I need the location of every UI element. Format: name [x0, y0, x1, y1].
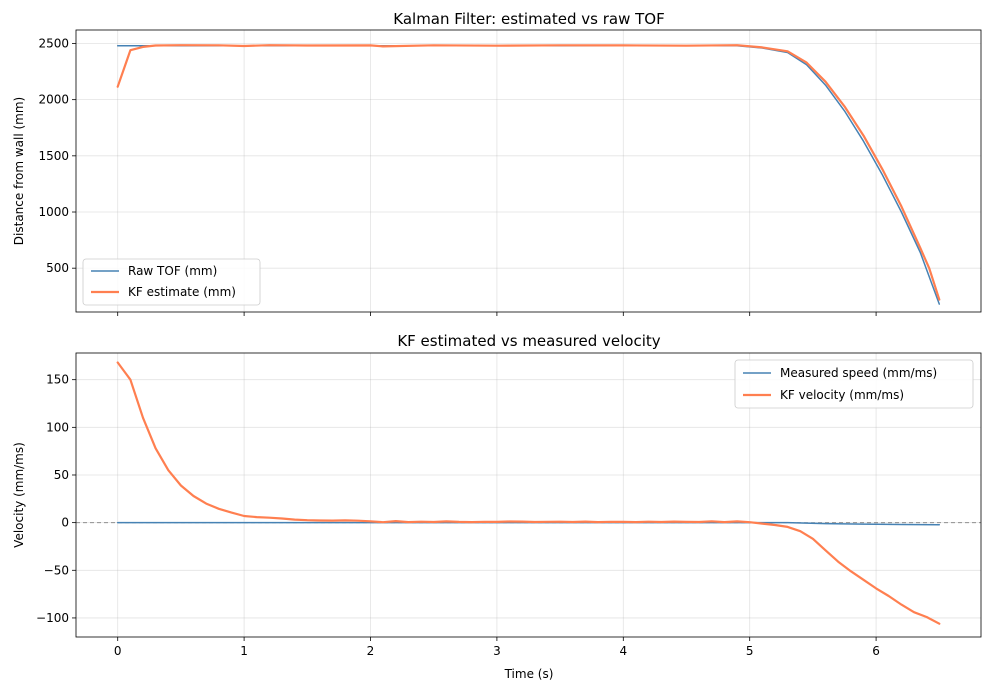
- distance-y-axis-label: Distance from wall (mm): [12, 97, 26, 245]
- velocity-xtick-label: 4: [619, 644, 627, 658]
- velocity-xtick-label: 1: [240, 644, 248, 658]
- velocity-ytick-label: −100: [36, 611, 69, 625]
- velocity-xtick-label: 6: [872, 644, 880, 658]
- velocity-ytick-label: 100: [46, 420, 69, 434]
- distance-series: [116, 44, 941, 305]
- velocity-ytick-label: 50: [54, 468, 69, 482]
- velocity-series-line-1: [116, 361, 941, 625]
- distance-legend: Raw TOF (mm) KF estimate (mm): [82, 258, 261, 306]
- velocity-legend: Measured speed (mm/ms) KF velocity (mm/m…: [734, 359, 974, 409]
- velocity-ytick-label: 150: [46, 373, 69, 387]
- legend-label-kf-velocity: KF velocity (mm/ms): [780, 388, 904, 402]
- distance-legend-box: [82, 258, 261, 306]
- velocity-ytick-label: 0: [61, 516, 69, 530]
- distance-series-line-1: [116, 44, 941, 301]
- velocity-xtick-label: 3: [493, 644, 501, 658]
- velocity-axes-frame: [75, 352, 982, 638]
- distance-ytick-label: 2000: [38, 93, 69, 107]
- velocity-y-axis-label: Velocity (mm/ms): [12, 442, 26, 548]
- velocity-xtick-label: 2: [367, 644, 375, 658]
- distance-axes-frame: [75, 29, 982, 313]
- velocity-x-axis-label: Time (s): [504, 667, 554, 681]
- distance-grid: [76, 30, 981, 312]
- velocity-series: [116, 361, 941, 625]
- velocity-xtick-label: 0: [114, 644, 122, 658]
- legend-label-measured-speed: Measured speed (mm/ms): [780, 366, 937, 380]
- velocity-legend-box: [734, 359, 974, 409]
- velocity-ticks: 0 1 2 3 4 5 6 −100 −50 0 50 100 150: [36, 373, 880, 658]
- legend-label-raw-tof: Raw TOF (mm): [128, 264, 217, 278]
- velocity-subplot: KF estimated vs measured velocity 0 1 2 3 4 5…: [12, 332, 982, 681]
- distance-chart-title: Kalman Filter: estimated vs raw TOF: [393, 10, 664, 28]
- legend-label-kf-estimate: KF estimate (mm): [128, 285, 236, 299]
- distance-ytick-label: 2500: [38, 36, 69, 50]
- distance-ytick-label: 1500: [38, 149, 69, 163]
- velocity-xtick-label: 5: [746, 644, 754, 658]
- distance-ytick-label: 1000: [38, 205, 69, 219]
- distance-ticks: 500 1000 1500 2000 2500: [38, 36, 877, 316]
- distance-ytick-label: 500: [46, 261, 69, 275]
- velocity-ytick-label: −50: [44, 563, 69, 577]
- velocity-chart-title: KF estimated vs measured velocity: [397, 332, 660, 350]
- velocity-series-line-0: [116, 521, 941, 526]
- distance-subplot: Kalman Filter: estimated vs raw TOF 500 1…: [12, 10, 982, 316]
